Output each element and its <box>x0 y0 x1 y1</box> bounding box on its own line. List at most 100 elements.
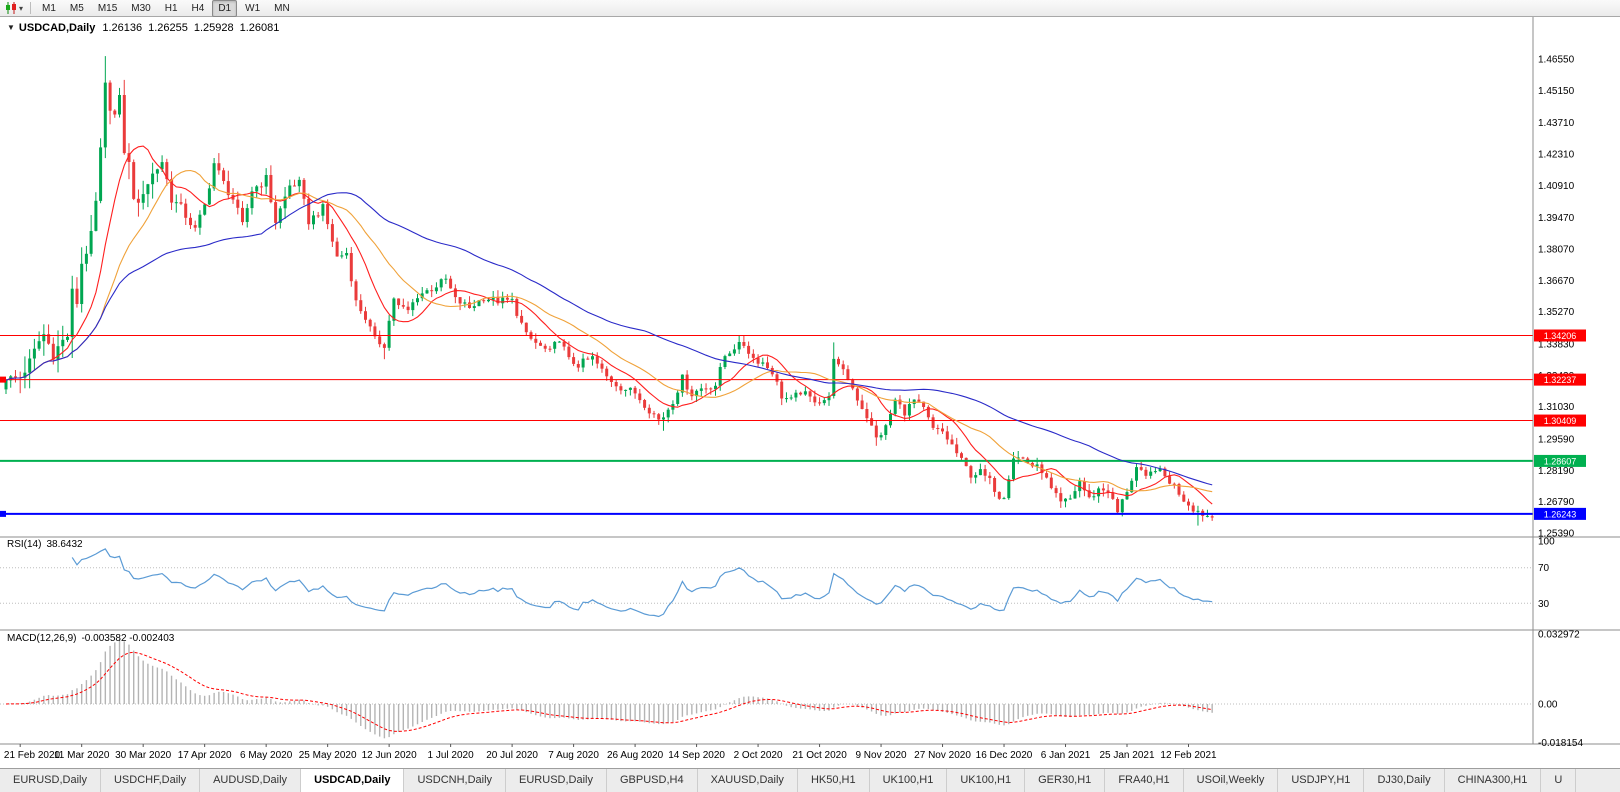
timeframe-button-w1[interactable]: W1 <box>245 2 261 14</box>
svg-text:1.26790: 1.26790 <box>1538 497 1575 508</box>
tab-2-audusd-daily[interactable]: AUDUSD,Daily <box>200 769 302 792</box>
svg-text:6 May 2020: 6 May 2020 <box>240 750 293 761</box>
collapse-icon[interactable]: ▼ <box>7 23 15 32</box>
svg-text:1.36670: 1.36670 <box>1538 276 1575 287</box>
svg-text:1.25390: 1.25390 <box>1538 528 1575 539</box>
svg-text:1.35270: 1.35270 <box>1538 307 1575 318</box>
svg-text:1.43710: 1.43710 <box>1538 118 1575 129</box>
tab-10-uk100-h1[interactable]: UK100,H1 <box>947 769 1026 792</box>
svg-text:1 Jul 2020: 1 Jul 2020 <box>428 750 475 761</box>
svg-text:1.33830: 1.33830 <box>1538 339 1575 350</box>
timeframe-button-mn[interactable]: MN <box>274 2 290 14</box>
timeframe-button-m5[interactable]: M5 <box>69 2 84 14</box>
macd-histogram <box>10 638 1213 739</box>
svg-text:9 Nov 2020: 9 Nov 2020 <box>855 750 907 761</box>
tab-12-fra40-h1[interactable]: FRA40,H1 <box>1105 769 1184 792</box>
rsi-axis-labels: 100 70 30 <box>1538 537 1555 610</box>
chart-type-dropdown-caret[interactable]: ▾ <box>19 3 24 13</box>
tab-0-eurusd-daily[interactable]: EURUSD,Daily <box>0 769 101 792</box>
level-left-marker[interactable] <box>0 376 6 383</box>
pane-separators[interactable] <box>0 17 1620 745</box>
svg-text:17 Apr 2020: 17 Apr 2020 <box>178 750 232 761</box>
indicator-level-lines <box>0 567 1533 705</box>
tab-17-u[interactable]: U <box>1541 769 1577 792</box>
tab-7-xauusd-daily[interactable]: XAUUSD,Daily <box>697 769 798 792</box>
tab-13-usoil-weekly[interactable]: USOil,Weekly <box>1183 769 1279 792</box>
svg-text:1.32237: 1.32237 <box>1544 375 1577 385</box>
timeframe-button-h4[interactable]: H4 <box>191 2 205 14</box>
ohlc-open: 1.26136 <box>102 22 143 34</box>
timeframe-button-m30[interactable]: M30 <box>131 2 151 14</box>
ma-line-55 <box>5 192 1213 486</box>
tab-5-eurusd-daily[interactable]: EURUSD,Daily <box>506 769 607 792</box>
svg-text:1.42310: 1.42310 <box>1538 149 1575 160</box>
price-tag-1.26243 <box>1534 507 1586 520</box>
svg-text:21 Oct 2020: 21 Oct 2020 <box>792 750 847 761</box>
timeframe-button-h1[interactable]: H1 <box>164 2 178 14</box>
svg-text:2 Oct 2020: 2 Oct 2020 <box>734 750 783 761</box>
price-tag-1.30409 <box>1534 414 1586 427</box>
tab-1-usdchf-daily[interactable]: USDCHF,Daily <box>100 769 201 792</box>
tab-4-usdcnh-daily[interactable]: USDCNH,Daily <box>404 769 507 792</box>
rsi-indicator-label: RSI(14) 38.6432 <box>7 539 83 550</box>
svg-text:30: 30 <box>1538 599 1550 610</box>
tab-11-ger30-h1[interactable]: GER30,H1 <box>1025 769 1106 792</box>
svg-text:16 Dec 2020: 16 Dec 2020 <box>976 750 1033 761</box>
macd-axis-labels: 0.032972 0.00 -0.018154 <box>1538 630 1583 750</box>
level-left-marker[interactable] <box>0 510 6 517</box>
tab-3-usdcad-daily[interactable]: USDCAD,Daily <box>301 769 405 792</box>
tab-16-china300-h1[interactable]: CHINA300,H1 <box>1444 769 1542 792</box>
macd-values: -0.003582 -0.002403 <box>81 633 175 644</box>
svg-text:0.00: 0.00 <box>1538 700 1558 711</box>
svg-text:1.28190: 1.28190 <box>1538 466 1575 477</box>
timeframe-button-m1[interactable]: M1 <box>42 2 56 14</box>
rsi-line <box>71 548 1213 618</box>
toolbar-separator <box>30 2 32 14</box>
candlestick-chart-icon[interactable] <box>3 2 19 15</box>
price-tag-1.28607 <box>1534 454 1586 467</box>
svg-text:1.46550: 1.46550 <box>1538 55 1575 66</box>
svg-text:12 Feb 2021: 12 Feb 2021 <box>1160 750 1217 761</box>
tab-6-gbpusd-h4[interactable]: GBPUSD,H4 <box>607 769 698 792</box>
svg-text:27 Nov 2020: 27 Nov 2020 <box>914 750 971 761</box>
svg-text:7 Aug 2020: 7 Aug 2020 <box>548 750 599 761</box>
svg-text:1.29590: 1.29590 <box>1538 434 1575 445</box>
rsi-name: RSI(14) <box>7 539 42 550</box>
macd-name: MACD(12,26,9) <box>7 633 77 644</box>
svg-text:1.45150: 1.45150 <box>1538 86 1575 97</box>
tab-9-uk100-h1[interactable]: UK100,H1 <box>869 769 948 792</box>
svg-text:12 Jun 2020: 12 Jun 2020 <box>362 750 417 761</box>
tab-15-dj30-daily[interactable]: DJ30,Daily <box>1364 769 1445 792</box>
timeframe-button-d1[interactable]: D1 <box>212 0 238 17</box>
price-chart[interactable]: 1.46550 1.45150 1.43710 1.42310 1.40910 1.394… <box>0 17 1620 768</box>
ma-line-21 <box>5 169 1213 493</box>
svg-text:26 Aug 2020: 26 Aug 2020 <box>607 750 664 761</box>
tab-8-hk50-h1[interactable]: HK50,H1 <box>797 769 870 792</box>
svg-text:14 Sep 2020: 14 Sep 2020 <box>668 750 725 761</box>
svg-text:1.28607: 1.28607 <box>1544 456 1577 466</box>
horizontal-levels <box>0 335 1533 517</box>
candlestick-glyph <box>5 2 16 14</box>
svg-text:0.032972: 0.032972 <box>1538 630 1580 641</box>
rsi-value: 38.6432 <box>46 539 83 550</box>
svg-text:11 Mar 2020: 11 Mar 2020 <box>54 750 110 761</box>
chart-tab-bar: EURUSD,Daily USDCHF,Daily AUDUSD,Daily USDC… <box>0 768 1620 792</box>
ohlc-high: 1.26255 <box>148 22 188 34</box>
svg-text:21 Feb 2020: 21 Feb 2020 <box>4 750 61 761</box>
ohlc-close: 1.26081 <box>239 22 280 34</box>
price-tag-1.34206 <box>1534 329 1586 342</box>
svg-text:25 May 2020: 25 May 2020 <box>299 750 357 761</box>
chart-title: ▼ USDCAD,Daily 1.26136 1.26255 1.25928 1.2608… <box>7 22 285 34</box>
chart-window[interactable]: 1.46550 1.45150 1.43710 1.42310 1.40910 1.394… <box>0 17 1620 768</box>
svg-text:1.40910: 1.40910 <box>1538 181 1575 192</box>
svg-text:30 Mar 2020: 30 Mar 2020 <box>115 750 172 761</box>
tab-14-usdjpy-h1[interactable]: USDJPY,H1 <box>1278 769 1365 792</box>
macd-indicator-label: MACD(12,26,9) -0.003582 -0.002403 <box>7 633 174 644</box>
timeframe-button-m15[interactable]: M15 <box>97 2 118 14</box>
timeframe-toolbar: ▾ M1 M5 M15 M30 H1 H4 D1 W1 MN <box>0 0 1620 17</box>
timeframe-buttons: M1 M5 M15 M30 H1 H4 D1 W1 MN <box>35 0 297 17</box>
svg-text:1.30409: 1.30409 <box>1544 416 1577 426</box>
level-price-tags: 1.34206 1.32237 1.30409 1.28607 1.26243 <box>1534 329 1586 520</box>
ma-line-10 <box>5 145 1213 505</box>
